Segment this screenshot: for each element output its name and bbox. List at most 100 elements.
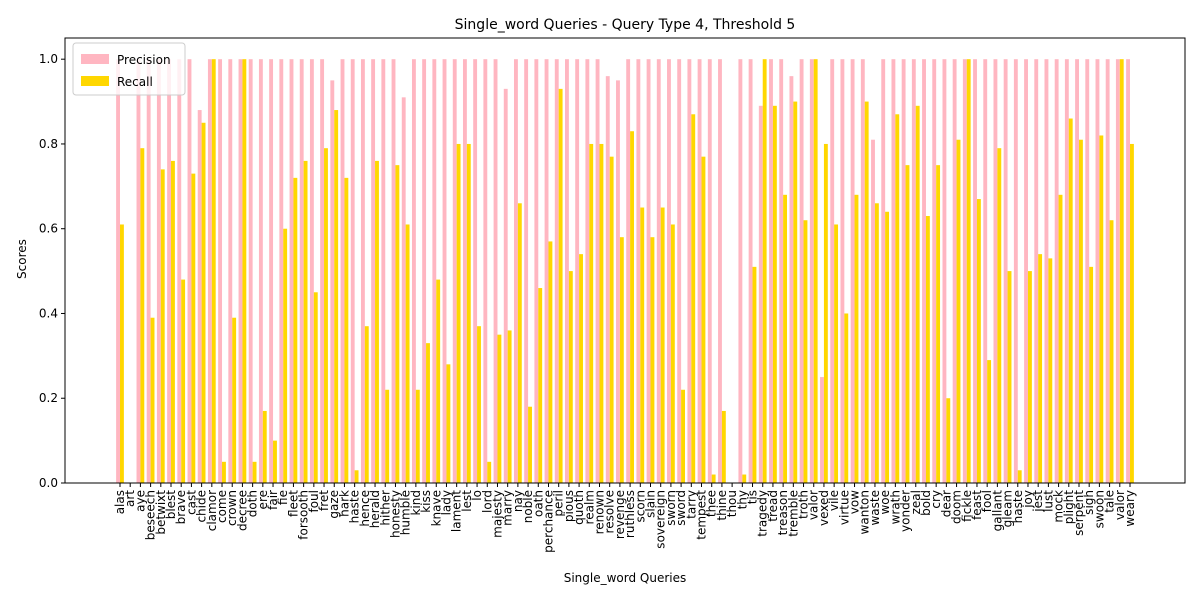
bar [1095,59,1100,483]
bar [1099,135,1104,483]
x-tick-label: fair [266,490,280,510]
x-tick-label: renown [592,490,606,534]
bar [640,207,645,483]
x-tick-label: treason [776,490,790,535]
bar [687,59,692,483]
x-tick-label: gallant [990,490,1004,532]
bar [854,194,859,484]
x-tick-label: forsooth [297,490,311,540]
x-tick-label: cry [929,490,943,509]
bar [605,76,610,484]
bar [721,410,726,483]
legend-swatch [81,54,109,64]
x-tick-label: nay [511,490,525,512]
x-tick-label: perchance [541,490,555,553]
x-tick-label: herald [368,490,382,528]
x-tick-label: fickle [960,490,974,522]
bar [1085,59,1090,483]
bar [422,59,427,483]
bar [401,97,406,483]
bar [436,279,441,483]
bar [1105,59,1110,483]
x-tick-label: slain [644,490,658,518]
x-tick-label: plight [1062,490,1076,525]
x-tick-label: thou [725,490,739,517]
bar [548,241,553,483]
bar [895,114,900,484]
bar [983,59,988,483]
bar [905,165,910,483]
x-tick-label: gaze [327,490,341,519]
x-tick-label: quoth [572,490,586,525]
bar [544,59,549,483]
x-tick-label: sovereign [654,490,668,549]
bar [1017,470,1022,483]
x-tick-label: humble [399,490,413,535]
bar [473,59,478,483]
legend: Precision Recall [72,42,186,96]
bar [554,59,559,483]
x-tick-label: zeal [909,490,923,514]
bar [1058,194,1063,484]
x-tick-label: vow [848,490,862,514]
bar [871,139,875,483]
x-tick-label: tread [766,490,780,522]
bar [405,224,410,483]
bar [1119,59,1124,483]
bar [293,177,298,483]
x-tick-label: wanton [858,490,872,534]
x-tick-label: fool [980,490,994,512]
bar [952,59,957,483]
bar [385,389,390,483]
bar [942,59,947,483]
bar [993,59,998,483]
bar [711,474,716,483]
bar [289,59,294,483]
x-tick-label: knave [429,490,443,526]
bar [619,237,624,483]
bar [997,148,1002,483]
bar [517,203,522,484]
chart-title: Single_word Queries - Query Type 4, Thre… [455,17,796,33]
bar [609,156,614,483]
x-tick-label: brave [174,490,188,524]
bar [589,143,594,483]
x-tick-label: mock [1052,490,1066,523]
x-tick-label: sword [674,490,688,526]
x-tick-label: lest [460,490,474,512]
x-tick-label: feast [970,490,984,520]
x-tick-label: virtue [837,490,851,525]
bar [269,59,274,483]
bar [783,194,788,484]
y-tick-label: 0.4 [39,306,58,320]
x-tick-label: thee [705,490,719,517]
bar [599,143,604,483]
x-tick-label: lo [470,490,484,501]
bar [946,398,951,483]
x-tick-label: valor [807,490,821,520]
bar [840,59,845,483]
y-tick-label: 0.2 [39,391,58,405]
bar [636,59,641,483]
x-tick-label: hither [378,490,392,526]
x-tick-label: kiss [419,490,433,513]
bar [258,59,263,483]
bar [171,160,175,483]
bar [973,59,977,483]
bar [830,59,835,483]
x-tick-label: gleam [1001,490,1015,527]
bar [616,80,620,483]
bar [160,169,165,483]
bar [140,148,145,483]
bar [364,326,369,483]
bar [823,143,828,483]
x-tick-label: tempest [695,490,709,540]
bar [156,59,161,483]
y-tick-label: 1.0 [39,52,58,66]
bar [1044,59,1049,483]
bar [762,59,767,483]
x-tick-label: peril [552,490,566,517]
bar [1130,143,1134,483]
bar [738,59,743,483]
